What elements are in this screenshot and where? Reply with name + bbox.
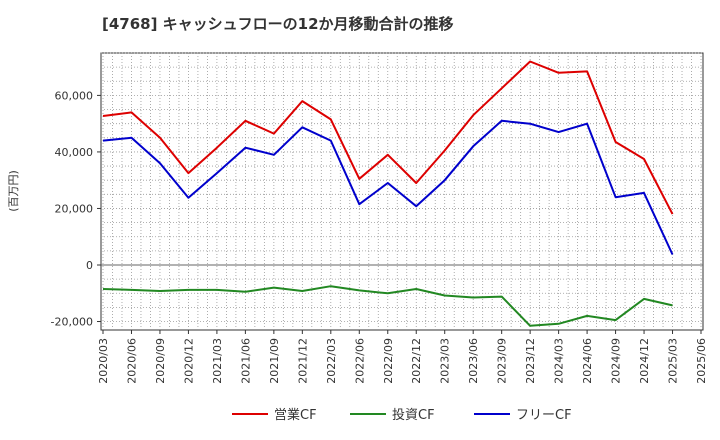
chart-title: [4768] キャッシュフローの12か月移動合計の推移 [102,15,454,33]
x-tick-label: 2023/03 [439,338,452,384]
x-tick-label: 2025/06 [695,338,708,384]
series-lines [102,60,674,327]
x-tick-label: 2024/03 [553,338,566,384]
x-tick-label: 2020/03 [97,338,110,384]
x-tick-label: 2023/12 [524,338,537,384]
x-tick-label: 2022/06 [353,338,366,384]
x-tick-labels: 2020/03 2020/06 2020/09 2020/12 2021/03 2021/… [97,330,708,384]
x-tick-label: 2021/06 [239,338,252,384]
legend-label: 投資CF [392,407,435,423]
x-tick-label: 2022/03 [325,338,338,384]
y-tick-label: 40,000 [55,146,94,159]
x-tick-label: 2021/12 [296,338,309,384]
x-tick-label: 2024/09 [610,338,623,384]
x-tick-label: 2022/09 [382,338,395,384]
x-tick-label: 2023/06 [467,338,480,384]
x-tick-label: 2021/09 [268,338,281,384]
y-tick-label: 0 [86,259,93,272]
x-tick-label: 2020/09 [154,338,167,384]
x-tick-label: 2025/03 [667,338,680,384]
legend-label: フリーCF [516,408,572,423]
x-tick-label: 2020/12 [182,338,195,384]
y-tick-label: -20,000 [51,316,93,329]
plot-area [100,52,704,331]
x-tick-label: 2024/06 [581,338,594,384]
y-tick-labels: -20,000 0 20,000 40,000 60,000 [51,89,101,329]
legend-label: 営業CF [274,407,317,423]
x-tick-label: 2021/03 [211,338,224,384]
series-line-投資CF [102,285,673,327]
legend: 営業CF 投資CF フリーCF [232,407,572,423]
series-line-営業CF [102,60,674,215]
x-tick-label: 2020/06 [125,338,138,384]
y-tick-label: 20,000 [55,202,94,215]
x-tick-label: 2023/09 [496,338,509,384]
x-tick-label: 2024/12 [638,338,651,384]
y-tick-label: 60,000 [55,89,94,102]
x-tick-label: 2022/12 [410,338,423,384]
y-axis-label: (百万円) [7,170,20,212]
series-line-フリーCF [102,119,674,255]
